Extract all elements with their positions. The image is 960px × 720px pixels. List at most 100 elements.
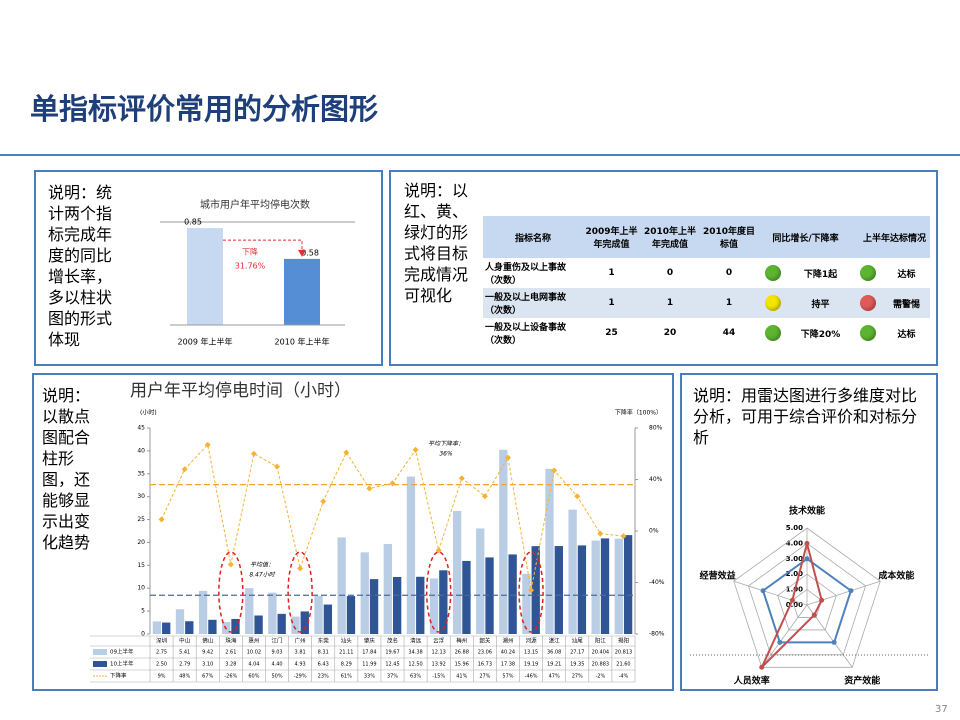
table-value: 15.96 (455, 662, 469, 668)
x-tick-label: 河源 (526, 637, 538, 645)
bar (323, 604, 333, 634)
table-value: 3.28 (225, 662, 236, 668)
radar-point (804, 556, 810, 562)
table-value: 47% (549, 674, 560, 680)
table-cell: 1 (583, 288, 640, 318)
table-value: 19.35 (570, 662, 584, 668)
x-tick-label: 广州 (295, 637, 306, 645)
table-value: 9.42 (202, 650, 213, 656)
status-light (860, 265, 877, 281)
x-tick-label: 揭阳 (618, 637, 629, 645)
table-value: 10.02 (247, 650, 261, 656)
bar (577, 545, 587, 634)
light-cell (853, 288, 884, 318)
radar-grid (777, 573, 837, 631)
bar (531, 546, 540, 634)
bar (231, 618, 240, 634)
table-cell: 达标 (897, 269, 916, 280)
x-tick-label: 2009 年上半年 (178, 337, 233, 347)
table-value: -4% (619, 674, 629, 680)
x-tick-label: 云浮 (433, 637, 445, 645)
bar (591, 540, 600, 634)
arrow-head (298, 249, 306, 257)
header-cell: 上半年达标情况 (853, 216, 931, 258)
x-tick-label: 东莞 (318, 637, 330, 645)
table-value: 2.61 (225, 650, 236, 656)
table-value: 13.15 (524, 650, 538, 656)
x-tick-label: 佛山 (202, 637, 213, 645)
table-value: -2% (595, 674, 605, 680)
bar (439, 570, 448, 634)
note: 说明：统计两个指标完成年度的同比增长率，多以柱状图的形式体现 (48, 183, 113, 349)
table-cell: 44 (722, 328, 736, 338)
bar (314, 595, 323, 634)
table-value: 2.50 (156, 662, 167, 668)
y2-tick-label: 0% (649, 528, 659, 535)
table-row: 一般及以上电网事故（次数） 1 1 1 持平 需警惕 (483, 288, 931, 318)
annotation: 8.47小时 (249, 571, 275, 579)
rate-marker (620, 533, 627, 540)
table-value: 67% (202, 674, 213, 680)
bar (185, 621, 194, 634)
rate-marker (297, 565, 304, 572)
table-cell: 0 (725, 268, 733, 278)
header-cell: 2009年上半年完成值 (583, 216, 640, 258)
radar-point (811, 612, 817, 618)
table-value: 37% (387, 674, 398, 680)
table-cell: 需警惕 (883, 288, 931, 318)
bar (429, 578, 439, 634)
rate-marker (204, 441, 211, 448)
radar-point (819, 597, 825, 603)
table-value: 48% (179, 674, 190, 680)
bar (545, 468, 554, 634)
light-cell (758, 258, 788, 288)
legend-label: 10上半年 (110, 660, 134, 668)
table-value: 33% (364, 674, 375, 680)
status-light (765, 295, 781, 311)
radar-point (831, 639, 837, 645)
rate-marker (227, 561, 234, 568)
table-value: 11.99 (362, 662, 376, 668)
table-value: 27% (479, 674, 490, 680)
table-value: 3.10 (202, 662, 213, 668)
table-cell: 20 (663, 328, 677, 338)
table-value: 8.31 (318, 650, 329, 656)
bar (175, 609, 185, 634)
y2-tick-label: 40% (649, 476, 663, 483)
table-cell: 一般及以上电网事故（次数） (483, 288, 583, 318)
legend-label: 下降率 (110, 672, 127, 680)
annotation: 31.76% (235, 262, 266, 271)
x-tick-label: 惠州 (248, 637, 259, 645)
x-tick-label: 江门 (272, 637, 283, 645)
table-cell: 0 (666, 268, 674, 278)
light-cell (758, 288, 788, 318)
highlight (425, 551, 452, 633)
rate-marker (597, 530, 604, 537)
y-tick-label: 10 (137, 585, 145, 592)
bar (277, 613, 286, 634)
x-tick-label: 阳江 (595, 637, 607, 645)
table-value: 61% (341, 674, 352, 680)
slide-title: 单指标评价常用的分析图形 (30, 92, 379, 126)
change-arrow (223, 239, 303, 255)
table-cell: 1 (640, 288, 700, 318)
r-tick-label: 2.00 (786, 570, 803, 578)
table-cell: 持平 (788, 288, 854, 318)
y-tick-label: 25 (137, 516, 145, 523)
header-cell: 2010年上半年完成值 (640, 216, 700, 258)
bar (291, 616, 300, 634)
table-value: 16.73 (478, 662, 492, 668)
rate-marker (528, 587, 535, 594)
bar (346, 596, 356, 634)
note: 说明：以散点图配合柱形图，还能够显示出变化趋势 (42, 386, 91, 552)
table-value: 21.11 (339, 650, 353, 656)
table-value: 12.50 (408, 662, 422, 668)
radar-spoke (761, 604, 808, 668)
axis-label: 经营效益 (700, 569, 736, 581)
table-value: 20.883 (592, 662, 610, 668)
bar (476, 528, 485, 634)
radar-series (761, 557, 853, 644)
table-value: 8.29 (341, 662, 352, 668)
rate-marker (320, 498, 327, 505)
bar (393, 577, 402, 634)
